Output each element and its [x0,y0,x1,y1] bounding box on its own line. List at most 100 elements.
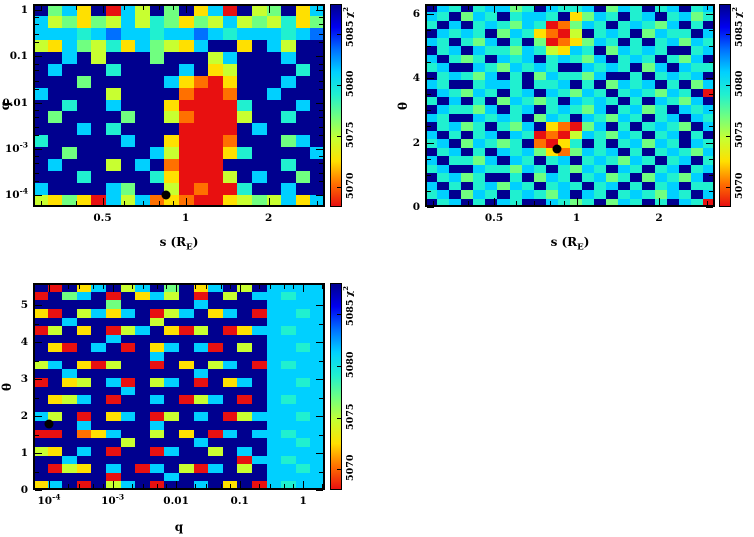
heatmap-cell [179,283,194,292]
heatmap-cell [594,130,607,140]
heatmap-cell [62,481,77,490]
heatmap-cell [606,198,619,207]
heatmap-cell [33,87,48,100]
heatmap-cell [149,403,165,413]
heatmap-cell [497,198,510,207]
heatmap-cell [76,39,92,52]
heatmap-cell [33,99,48,112]
heatmap-cell [509,122,522,131]
heatmap-cell [497,156,510,165]
best-fit-marker [161,190,171,200]
heatmap-cell [237,75,252,88]
y-tick-mark [316,56,323,58]
heatmap-cell [237,403,252,413]
heatmap-cell [437,190,450,199]
heatmap-cell [164,403,179,413]
heatmap-cell [310,360,325,370]
heatmap-cell [582,122,595,131]
heatmap-cell [594,71,607,81]
heatmap-cell [106,369,121,378]
y-tick-mark [319,88,323,90]
heatmap-cell [62,300,77,309]
y-tick-mark [316,453,323,454]
heatmap-cell [135,15,150,28]
heatmap-cell [164,300,179,309]
heatmap-cell [702,190,715,199]
heatmap-cell [533,97,546,106]
heatmap-cell [222,51,238,64]
heatmap-cell [149,111,165,124]
x-tick-mark [322,484,324,488]
heatmap-cell [618,164,631,174]
heatmap-cell [266,4,282,16]
heatmap-cell [266,334,282,344]
colorbar-tick-label: 5080 [345,70,356,98]
heatmap-cell [533,71,546,81]
x-tick-mark [142,484,144,488]
heatmap-cell [33,27,48,40]
heatmap-cell [91,472,106,482]
heatmap-cell [149,429,165,439]
heatmap-cell [47,317,63,327]
heatmap-cell [222,308,238,318]
heatmap-cell [120,87,136,100]
heatmap-cell [149,421,165,430]
heatmap-cell [266,183,282,196]
heatmap-cell [666,130,679,140]
heatmap-cell [678,190,691,199]
heatmap-cell [266,386,282,396]
heatmap-cell [281,472,296,482]
heatmap-cell [310,87,325,100]
y-tick-label: 0 [20,484,28,496]
heatmap-cell [606,20,619,30]
heatmap-cell [164,123,179,136]
heatmap-cell [437,46,450,55]
heatmap-cell [557,113,570,123]
heatmap-cell [252,4,267,16]
heatmap-cell [449,130,462,140]
heatmap-cell [47,343,63,352]
heatmap-cell [606,164,619,174]
heatmap-cell [149,377,165,387]
heatmap-cell [642,88,655,98]
x-tick-mark [494,6,495,13]
y-tick-mark [319,135,323,137]
x-tick-mark [173,6,174,10]
heatmap-cell [594,139,607,148]
heatmap-cell [33,429,48,439]
colorbar-tick-mark [337,417,341,419]
heatmap-cell [594,63,607,72]
heatmap-cell [208,147,223,160]
heatmap-cell [149,159,165,172]
heatmap-cell [702,97,715,106]
heatmap-cell [222,446,238,456]
x-tick-mark [142,285,144,289]
y-tick-mark [35,116,39,118]
heatmap-cell [237,481,252,490]
heatmap-cell [208,63,223,76]
heatmap-cell [106,195,121,207]
heatmap-cell [62,386,77,396]
heatmap-cell [193,171,209,184]
x-tick-mark [515,201,517,205]
heatmap-cell [582,88,595,98]
heatmap-cell [33,147,48,160]
heatmap-cell [135,183,150,196]
heatmap-cell [449,20,462,30]
heatmap-cell [222,159,238,172]
heatmap-cell [582,71,595,81]
heatmap-cell [310,377,325,387]
heatmap-cell [281,395,296,404]
heatmap-cell [473,198,486,207]
heatmap-cell [120,472,136,482]
heatmap-cell [179,472,194,482]
heatmap-cell [62,75,77,88]
y-tick-mark [35,102,42,104]
heatmap-cell [266,429,282,439]
y-tick-mark [319,63,323,65]
y-tick-mark [319,434,323,436]
heatmap-cell [237,421,252,430]
heatmap-cell [425,97,438,106]
heatmap-cell [521,54,534,64]
heatmap-cell [310,352,325,361]
